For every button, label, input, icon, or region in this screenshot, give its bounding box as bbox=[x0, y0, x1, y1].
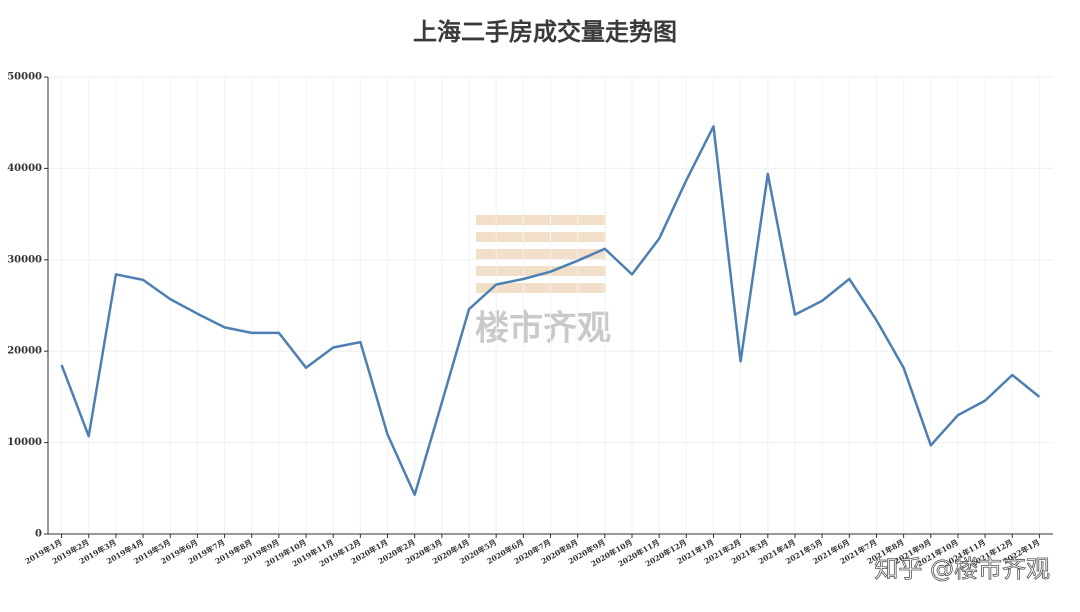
y-tick-label: 10000 bbox=[7, 437, 42, 448]
watermark-logo bbox=[476, 215, 606, 293]
chart-title: 上海二手房成交量走势图 bbox=[413, 18, 677, 46]
y-tick-label: 30000 bbox=[7, 254, 42, 265]
y-tick-label: 50000 bbox=[7, 72, 42, 83]
y-tick-label: 0 bbox=[35, 529, 42, 540]
y-tick-label: 20000 bbox=[7, 346, 42, 357]
credit: 知乎 @楼市齐观 bbox=[874, 555, 1050, 583]
data-line bbox=[60, 125, 1041, 496]
y-tick-label: 40000 bbox=[7, 163, 42, 174]
watermark: 楼市齐观 bbox=[475, 309, 611, 349]
